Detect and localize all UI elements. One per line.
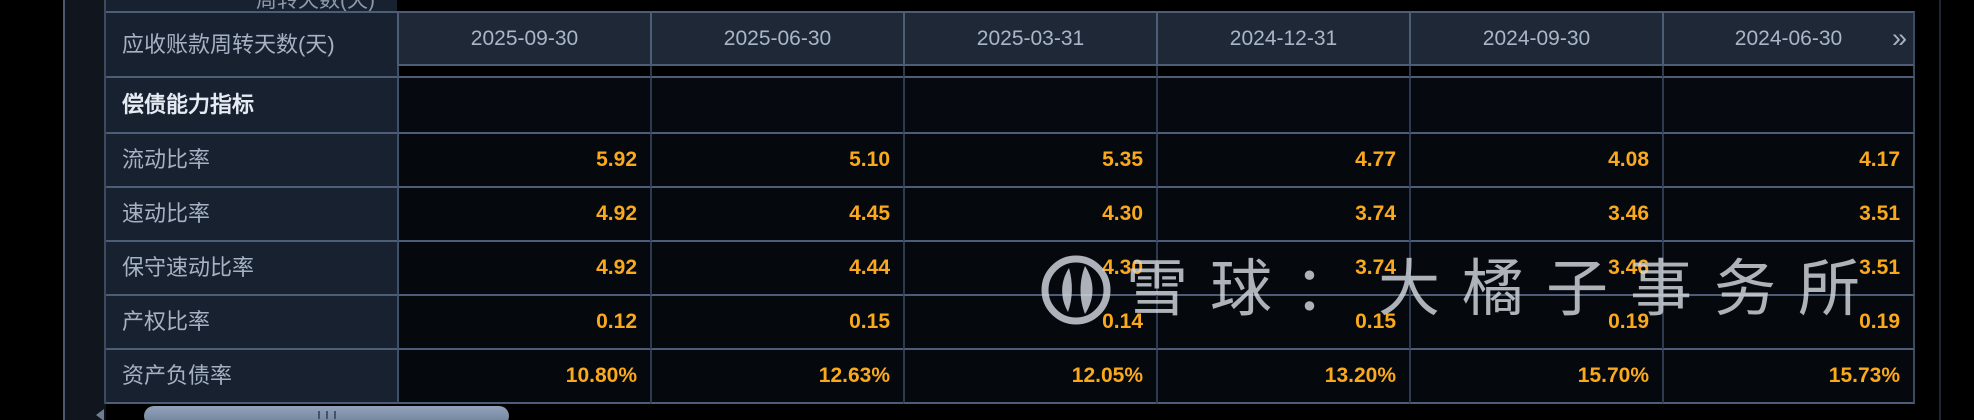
column-header: 2024-09-30	[1409, 11, 1662, 66]
scrollbar-grip-icon	[317, 411, 336, 419]
section-header-row	[397, 78, 1915, 134]
section-header-solvency: 偿债能力指标	[106, 78, 397, 134]
row-label-quick-ratio: 速动比率	[106, 188, 397, 242]
column-header-label: 2024-06-30	[1734, 27, 1843, 50]
empty-cell	[650, 78, 903, 134]
empty-cell	[1156, 66, 1409, 78]
value-cell: 0.14	[903, 296, 1156, 350]
value-cell: 15.73%	[1662, 350, 1915, 404]
table-row: 4.92 4.44 4.30 3.74 3.46 3.51	[397, 242, 1915, 296]
clipped-row-label: 周转天数(天)	[256, 0, 375, 12]
row-label-current-ratio: 流动比率	[106, 134, 397, 188]
value-cell: 10.80%	[397, 350, 650, 404]
empty-cell	[903, 66, 1156, 78]
empty-cell	[1662, 78, 1915, 134]
value-cell: 3.74	[1156, 188, 1409, 242]
value-cell: 4.30	[903, 242, 1156, 296]
column-header: 2024-06-30 »	[1662, 11, 1915, 66]
value-cell: 4.92	[397, 188, 650, 242]
empty-cell	[1409, 78, 1662, 134]
empty-cell	[903, 78, 1156, 134]
value-cell: 0.15	[650, 296, 903, 350]
panel-left-divider	[63, 0, 65, 420]
table-row: 4.92 4.45 4.30 3.74 3.46 3.51	[397, 188, 1915, 242]
empty-cell	[650, 66, 903, 78]
value-cell: 4.17	[1662, 134, 1915, 188]
clipped-previous-row: 周转天数(天)	[106, 0, 397, 13]
empty-cell	[1662, 66, 1915, 78]
value-cell: 4.92	[397, 242, 650, 296]
empty-cell	[1156, 78, 1409, 134]
value-cell: 5.92	[397, 134, 650, 188]
column-header: 2025-09-30	[397, 11, 650, 66]
panel-right-divider	[1939, 0, 1941, 420]
empty-cell	[397, 78, 650, 134]
value-cell: 3.46	[1409, 242, 1662, 296]
value-cell: 3.74	[1156, 242, 1409, 296]
value-cell: 3.46	[1409, 188, 1662, 242]
value-cell: 3.51	[1662, 242, 1915, 296]
value-cell: 13.20%	[1156, 350, 1409, 404]
table-row: 0.12 0.15 0.14 0.15 0.19 0.19	[397, 296, 1915, 350]
value-cell: 5.10	[650, 134, 903, 188]
table-row: 10.80% 12.63% 12.05% 13.20% 15.70% 15.73…	[397, 350, 1915, 404]
value-cell: 4.44	[650, 242, 903, 296]
column-header: 2024-12-31	[1156, 11, 1409, 66]
value-cell: 4.08	[1409, 134, 1662, 188]
value-cell: 0.12	[397, 296, 650, 350]
value-cell: 0.15	[1156, 296, 1409, 350]
column-header: 2025-06-30	[650, 11, 903, 66]
frozen-label-column: 周转天数(天) 应收账款周转天数(天) 偿债能力指标 流动比率 速动比率 保守速…	[104, 0, 397, 404]
scroll-left-arrow-icon[interactable]	[96, 409, 104, 420]
more-columns-icon[interactable]: »	[1891, 23, 1907, 53]
value-cell: 15.70%	[1409, 350, 1662, 404]
value-cell: 12.05%	[903, 350, 1156, 404]
row-label-receivable-turnover-days: 应收账款周转天数(天)	[106, 13, 397, 78]
row-label-conservative-quick-ratio: 保守速动比率	[106, 242, 397, 296]
horizontal-scrollbar-thumb[interactable]	[144, 406, 509, 420]
value-cell: 3.51	[1662, 188, 1915, 242]
date-header-row: 2025-09-30 2025-06-30 2025-03-31 2024-12…	[397, 11, 1915, 66]
value-cell: 4.77	[1156, 134, 1409, 188]
data-columns-area: 2025-09-30 2025-06-30 2025-03-31 2024-12…	[397, 0, 1915, 404]
value-cell: 0.19	[1409, 296, 1662, 350]
empty-cell	[1409, 66, 1662, 78]
row-label-equity-ratio: 产权比率	[106, 296, 397, 350]
value-cell: 0.19	[1662, 296, 1915, 350]
value-cell: 12.63%	[650, 350, 903, 404]
table-row-remainder	[397, 66, 1915, 78]
column-header: 2025-03-31	[903, 11, 1156, 66]
value-cell: 5.35	[903, 134, 1156, 188]
row-label-debt-asset-ratio: 资产负债率	[106, 350, 397, 404]
value-cell: 4.45	[650, 188, 903, 242]
empty-cell	[397, 66, 650, 78]
left-gutter	[65, 0, 106, 420]
value-cell: 4.30	[903, 188, 1156, 242]
table-row: 5.92 5.10 5.35 4.77 4.08 4.17	[397, 134, 1915, 188]
top-spacer	[397, 0, 1915, 11]
